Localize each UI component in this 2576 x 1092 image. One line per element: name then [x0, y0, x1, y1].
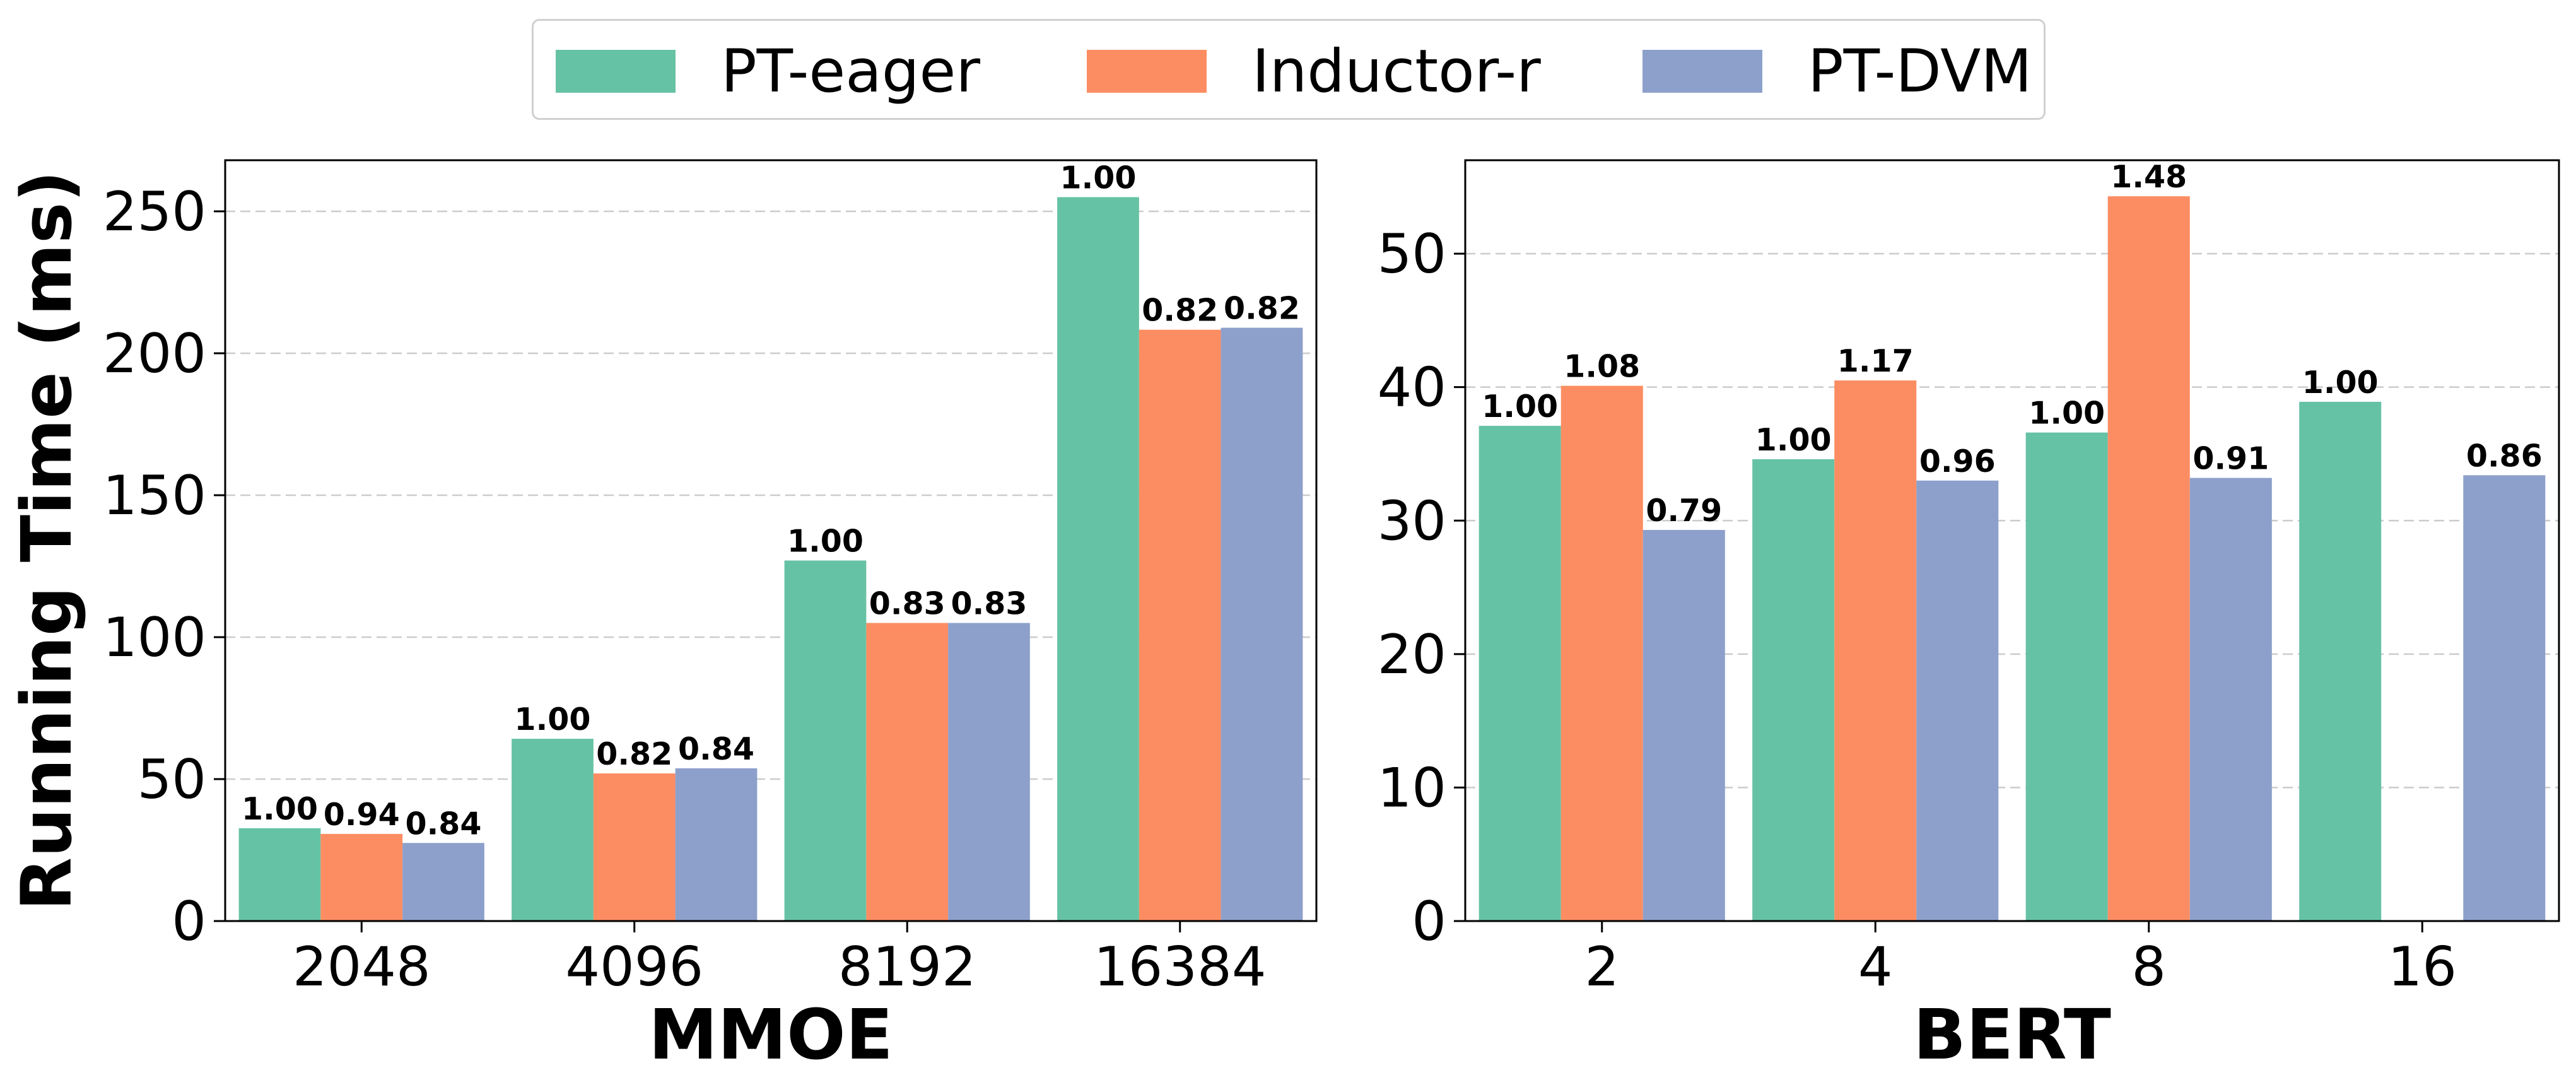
- y-axis-title: Running Time (ms): [6, 170, 87, 911]
- data-label: 1.00: [787, 524, 864, 560]
- bar-pt-dvm-4: [1916, 480, 1999, 921]
- bar-pt-eager-8: [2025, 432, 2108, 921]
- y-tick-label: 150: [103, 464, 206, 527]
- bar-inductor-r-2048: [320, 833, 403, 921]
- data-label: 0.84: [678, 731, 754, 767]
- data-label: 0.82: [596, 736, 672, 772]
- bar-pt-eager-2048: [238, 828, 321, 921]
- data-label: 1.00: [1755, 422, 1832, 458]
- data-label: 1.00: [1060, 160, 1137, 196]
- data-label: 1.00: [2029, 396, 2105, 432]
- x-tick-label: 4096: [565, 936, 703, 999]
- data-label: 0.82: [1142, 293, 1218, 329]
- data-label: 0.94: [324, 797, 400, 833]
- y-tick-label: 0: [172, 890, 206, 953]
- y-tick-label: 250: [103, 180, 206, 244]
- x-tick-label: 4: [1858, 936, 1893, 999]
- x-tick-label: 16384: [1094, 936, 1267, 999]
- data-label: 1.48: [2111, 159, 2187, 195]
- legend-label-inductor-r: Inductor-r: [1252, 37, 1541, 106]
- bar-pt-eager-4096: [512, 739, 594, 921]
- data-label: 1.00: [2302, 365, 2379, 401]
- bar-pt-dvm-2: [1642, 530, 1725, 921]
- y-tick-label: 30: [1378, 490, 1446, 553]
- data-label: 0.96: [1919, 443, 1996, 479]
- legend-swatch-pt-eager: [556, 50, 676, 93]
- data-label: 1.00: [1482, 389, 1558, 425]
- bar-inductor-r-8192: [866, 623, 949, 921]
- y-tick-label: 200: [103, 322, 206, 385]
- data-label: 1.00: [242, 791, 318, 827]
- data-label: 0.86: [2466, 438, 2543, 474]
- bert-x-axis-title: BERT: [1913, 994, 2111, 1075]
- legend-item-pt-dvm: PT-DVM: [1642, 21, 2032, 122]
- bar-pt-dvm-16384: [1221, 327, 1303, 921]
- x-tick-label: 2048: [293, 936, 431, 999]
- x-tick-label: 8: [2131, 936, 2166, 999]
- legend-swatch-inductor-r: [1087, 50, 1207, 93]
- legend-label-pt-dvm: PT-DVM: [1808, 37, 2032, 106]
- y-tick-label: 20: [1378, 623, 1446, 686]
- legend-label-pt-eager: PT-eager: [721, 37, 980, 106]
- data-label: 1.08: [1564, 349, 1640, 385]
- bar-inductor-r-8: [2107, 196, 2190, 921]
- data-label: 0.84: [406, 806, 482, 842]
- data-label: 1.00: [515, 702, 591, 737]
- bar-pt-eager-16384: [1057, 197, 1139, 921]
- bar-pt-dvm-8: [2189, 478, 2272, 921]
- y-tick-label: 50: [138, 748, 206, 811]
- y-tick-label: 40: [1378, 356, 1446, 420]
- data-label: 0.82: [1224, 291, 1300, 327]
- data-label: 0.79: [1646, 493, 1722, 529]
- bar-pt-eager-4: [1752, 459, 1835, 921]
- bar-pt-eager-8192: [784, 560, 867, 921]
- bar-inductor-r-4096: [593, 773, 676, 921]
- bar-pt-dvm-4096: [675, 768, 758, 921]
- axes-frame: [224, 159, 1318, 922]
- data-label: 1.17: [1837, 343, 1914, 379]
- bar-pt-dvm-16: [2463, 475, 2546, 921]
- x-tick-label: 16: [2388, 936, 2457, 999]
- x-tick-label: 8192: [838, 936, 976, 999]
- legend-item-inductor-r: Inductor-r: [1087, 21, 1541, 122]
- bar-inductor-r-4: [1834, 380, 1917, 921]
- y-tick-label: 100: [103, 606, 206, 669]
- y-tick-label: 50: [1378, 223, 1446, 286]
- bar-inductor-r-2: [1560, 385, 1643, 921]
- legend-swatch-pt-dvm: [1642, 50, 1762, 93]
- bar-inductor-r-16384: [1139, 329, 1221, 921]
- axes-frame: [1464, 159, 2560, 922]
- x-tick-label: 2: [1584, 936, 1619, 999]
- legend-item-pt-eager: PT-eager: [556, 21, 980, 122]
- bar-pt-dvm-2048: [402, 843, 484, 921]
- mmoe-x-axis-title: MMOE: [648, 994, 893, 1075]
- bar-pt-eager-16: [2299, 401, 2382, 921]
- bert-chart-panel: 010203040501.001.080.7921.001.170.9641.0…: [1378, 159, 2560, 1075]
- y-tick-label: 10: [1378, 756, 1446, 819]
- legend: PT-eager Inductor-r PT-DVM: [532, 19, 2046, 120]
- data-label: 0.91: [2193, 441, 2269, 477]
- bar-pt-dvm-8192: [948, 623, 1030, 921]
- data-label: 0.83: [951, 586, 1027, 622]
- bar-pt-eager-2: [1478, 426, 1561, 921]
- data-label: 0.83: [869, 586, 946, 622]
- y-tick-label: 0: [1412, 890, 1446, 953]
